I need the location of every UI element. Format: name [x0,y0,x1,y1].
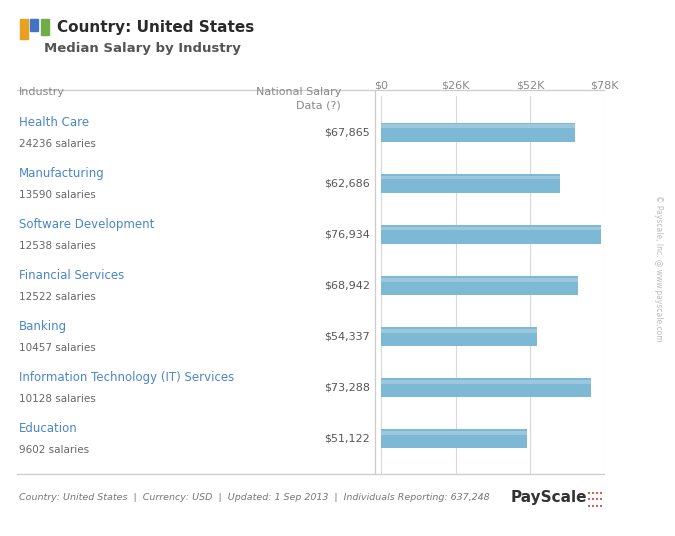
Text: •: • [595,497,599,503]
Bar [381,276,578,295]
Bar [381,378,591,397]
Bar [381,329,537,333]
Text: 24236 salaries: 24236 salaries [19,139,96,149]
Bar [381,174,560,193]
Bar [381,429,527,448]
Text: Financial Services: Financial Services [19,269,124,282]
Text: •: • [587,490,591,497]
Text: 12538 salaries: 12538 salaries [19,241,96,251]
Text: 12522 salaries: 12522 salaries [19,292,96,302]
Text: $68,942: $68,942 [324,280,370,291]
Bar [381,124,575,128]
Text: Information Technology (IT) Services: Information Technology (IT) Services [19,371,234,384]
Text: 9602 salaries: 9602 salaries [19,445,89,456]
Bar [381,227,601,230]
Text: •: • [587,497,591,503]
Text: $54,337: $54,337 [324,331,370,341]
Text: 10457 salaries: 10457 salaries [19,343,96,353]
Text: PayScale: PayScale [511,490,587,505]
Text: Country: United States  |  Currency: USD  |  Updated: 1 Sep 2013  |  Individuals: Country: United States | Currency: USD |… [19,493,489,502]
Text: Banking: Banking [19,321,67,333]
Text: •: • [595,490,599,497]
Text: •: • [591,490,595,497]
Text: •: • [599,497,603,503]
Text: Education: Education [19,422,78,435]
Text: •: • [591,497,595,503]
Text: •: • [591,503,595,510]
Bar [381,175,560,180]
Text: $67,865: $67,865 [324,127,370,137]
Text: $76,934: $76,934 [324,229,370,240]
Text: $73,288: $73,288 [324,383,370,392]
Text: •: • [599,490,603,497]
Bar [381,380,591,384]
Text: $51,122: $51,122 [324,434,370,444]
Text: © Payscale, Inc. @ www.payscale.com: © Payscale, Inc. @ www.payscale.com [653,195,663,341]
Text: Manufacturing: Manufacturing [19,167,105,180]
Text: •: • [587,503,591,510]
Bar [381,278,578,281]
Text: $62,686: $62,686 [324,178,370,188]
Text: Software Development: Software Development [19,218,155,231]
Text: Country: United States: Country: United States [57,20,254,35]
Text: 13590 salaries: 13590 salaries [19,190,96,200]
Bar [381,431,527,435]
Bar [381,327,537,346]
Text: Industry: Industry [19,87,65,97]
Text: National Salary
Data (?): National Salary Data (?) [256,87,341,110]
Bar [381,123,575,142]
Text: •: • [595,503,599,510]
Text: 10128 salaries: 10128 salaries [19,394,96,404]
Text: Health Care: Health Care [19,116,89,129]
Bar [381,225,601,244]
Text: •: • [599,503,603,510]
Text: Median Salary by Industry: Median Salary by Industry [44,42,241,55]
